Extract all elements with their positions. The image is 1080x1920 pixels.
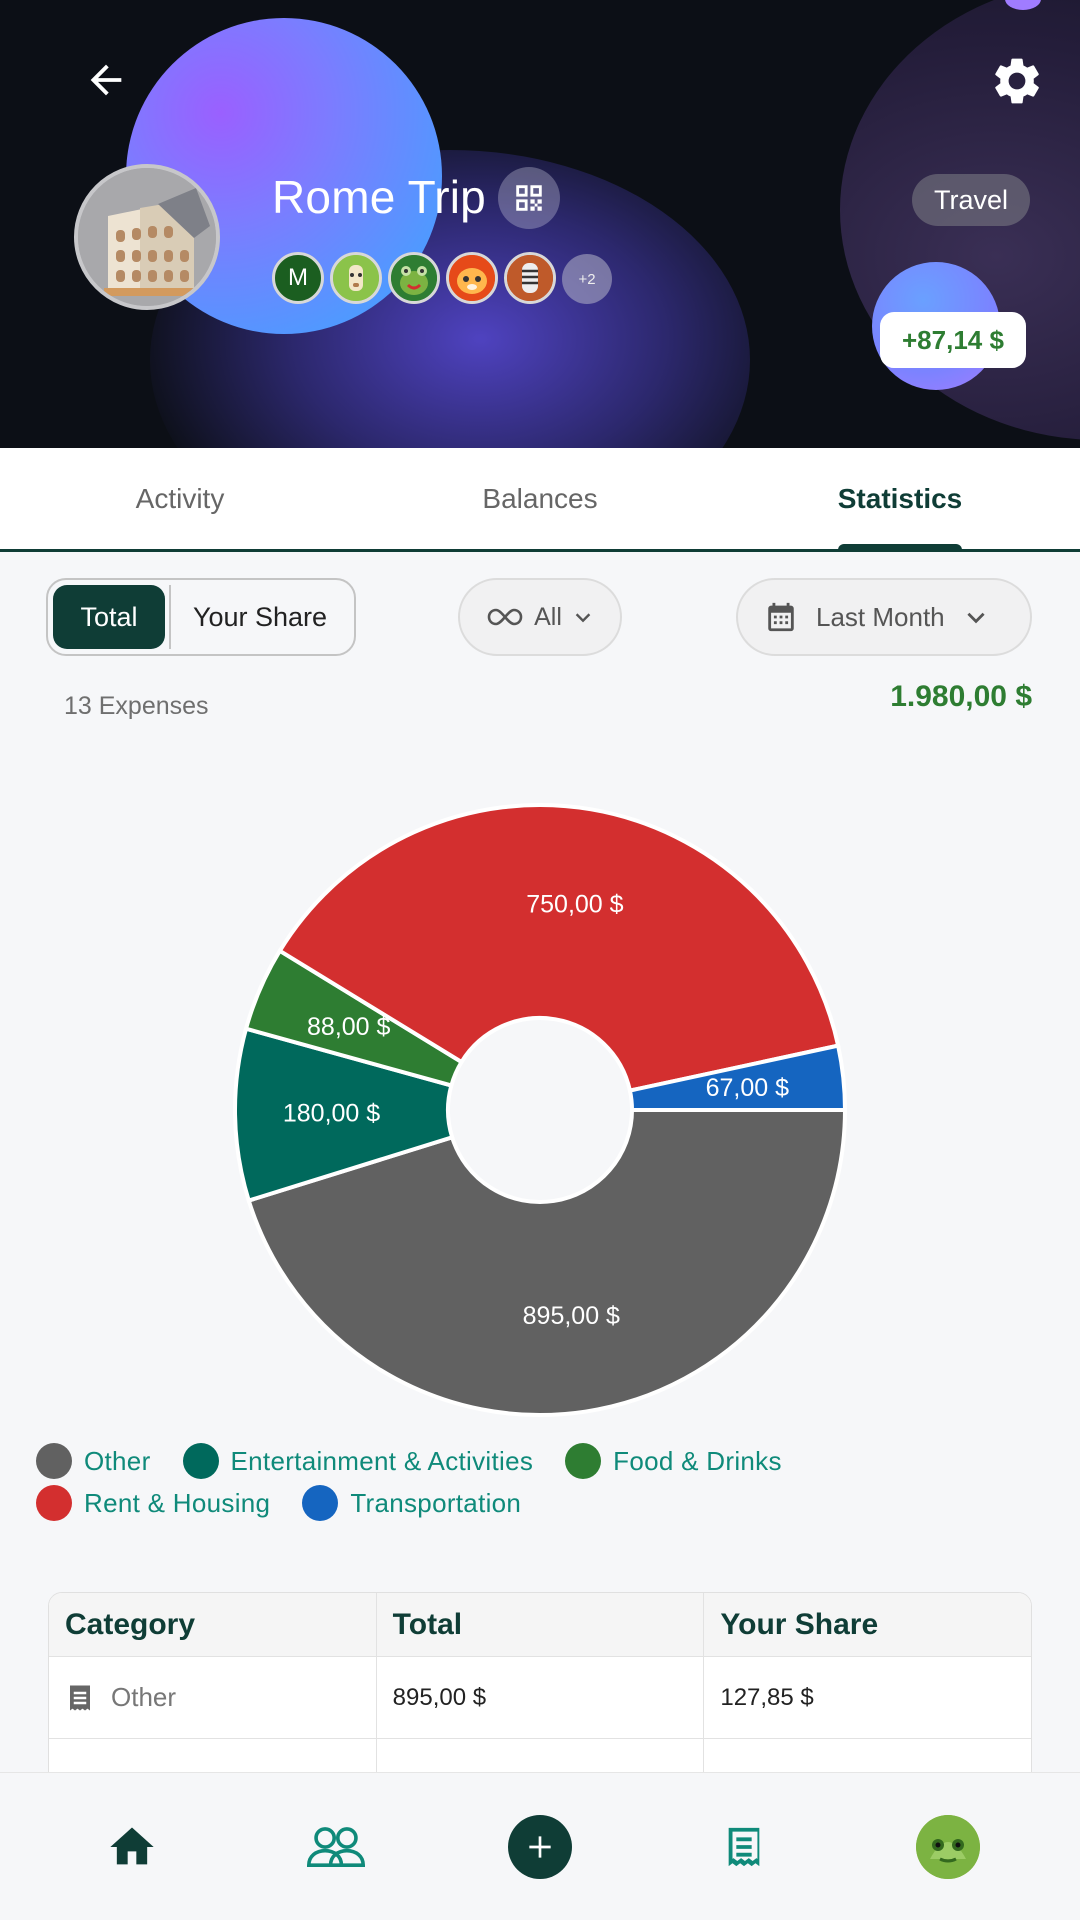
legend-item-entertainment-activities[interactable]: Entertainment & Activities <box>182 1443 534 1479</box>
total-share-toggle: Total Your Share <box>46 578 356 656</box>
legend-label: Rent & Housing <box>84 1487 271 1518</box>
more-members-count: +2 <box>578 270 596 288</box>
nav-home[interactable] <box>92 1807 172 1887</box>
frog-avatar-icon <box>391 255 437 301</box>
add-button[interactable] <box>508 1814 572 1879</box>
receipt-icon <box>728 1827 760 1866</box>
home-icon <box>110 1827 154 1864</box>
tab-balances[interactable]: Balances <box>482 482 598 514</box>
table-row[interactable]: Other 895,00 $ 127,85 $ <box>49 1657 1031 1739</box>
more-members-badge: +2 <box>562 254 612 304</box>
category-label: Other <box>111 1682 177 1712</box>
member-avatars[interactable]: M +2 <box>272 252 618 306</box>
qr-code-button[interactable] <box>498 167 560 229</box>
nav-add-expense[interactable] <box>500 1807 580 1887</box>
slice-label-other: 895,00 $ <box>523 1302 620 1330</box>
column-header-total[interactable]: Total <box>377 1593 705 1656</box>
qr-code-icon <box>516 185 542 211</box>
legend-item-food-drinks[interactable]: Food & Drinks <box>565 1443 782 1479</box>
slice-label-entertainment: 180,00 $ <box>283 1099 380 1127</box>
member-initial: M <box>288 264 308 291</box>
bottom-navigation <box>0 1772 1080 1920</box>
fox-avatar-icon <box>449 255 495 301</box>
legend-item-transportation[interactable]: Transportation <box>302 1485 521 1521</box>
plus-icon <box>529 1835 551 1858</box>
table-cell <box>49 1739 377 1773</box>
total-amount: 1.980,00 $ <box>890 680 1032 713</box>
infinity-icon <box>487 608 523 626</box>
legend-label: Food & Drinks <box>613 1445 782 1476</box>
slice-label-food-drinks: 88,00 $ <box>307 1013 391 1041</box>
category-table: Category Total Your Share Other 895,00 $… <box>48 1592 1032 1774</box>
member-avatar <box>388 252 440 304</box>
category-cell: Other <box>49 1657 377 1738</box>
segment-total[interactable]: Total <box>53 585 165 649</box>
group-avatar[interactable] <box>74 164 220 310</box>
arrow-back-icon <box>90 64 122 96</box>
segment-your-share[interactable]: Your Share <box>169 585 349 649</box>
legend-label: Other <box>84 1445 151 1476</box>
back-button[interactable] <box>78 52 134 108</box>
member-avatar <box>330 252 382 304</box>
tab-activity[interactable]: Activity <box>135 482 225 514</box>
tab-bar: Activity Balances Statistics <box>0 448 1080 552</box>
column-header-category[interactable]: Category <box>49 1593 377 1656</box>
chameleon-avatar-icon <box>916 1814 980 1879</box>
legend-swatch <box>565 1443 602 1479</box>
category-filter-dropdown[interactable]: All <box>458 578 622 656</box>
legend-item-other[interactable]: Other <box>36 1443 151 1479</box>
gear-icon <box>995 58 1039 104</box>
groups-icon <box>307 1826 365 1867</box>
chart-legend: Other Entertainment & Activities Food & Dr… <box>36 1440 1046 1524</box>
colosseum-icon <box>78 168 216 306</box>
slice-label-transportation: 67,00 $ <box>706 1074 790 1102</box>
group-title: Rome Trip <box>272 171 486 223</box>
legend-row: Rent & Housing Transportation <box>36 1482 1046 1524</box>
settings-button[interactable] <box>988 52 1046 110</box>
slice-transportation[interactable] <box>627 1043 848 1112</box>
share-cell: 127,85 $ <box>720 1683 814 1711</box>
legend-swatch <box>36 1485 72 1521</box>
category-filter-label: All <box>534 602 562 631</box>
calendar-icon <box>768 602 794 632</box>
legend-swatch <box>182 1443 219 1479</box>
nav-groups[interactable] <box>296 1807 376 1887</box>
member-avatar: M <box>272 252 324 304</box>
legend-label: Transportation <box>350 1487 522 1518</box>
chevron-down-icon <box>575 613 591 623</box>
nav-expenses[interactable] <box>704 1807 784 1887</box>
slice-label-rent-housing: 750,00 $ <box>526 890 623 918</box>
legend-row: Other Entertainment & Activities Food & Dr… <box>36 1440 1046 1482</box>
table-cell <box>704 1739 1031 1773</box>
llama-avatar-icon <box>333 255 379 301</box>
slice-rent-housing[interactable] <box>277 803 841 1093</box>
table-row <box>49 1739 1031 1773</box>
column-header-your-share[interactable]: Your Share <box>720 1607 879 1641</box>
category-donut-chart: 895,00 $ 180,00 $ 88,00 $ 750,00 $ 67,00 $ <box>233 803 848 1417</box>
expense-count: 13 Expenses <box>64 692 209 720</box>
nav-profile[interactable] <box>908 1807 988 1887</box>
slice-other[interactable] <box>246 1108 848 1417</box>
zebra-avatar-icon <box>507 255 553 301</box>
table-cell <box>377 1739 705 1773</box>
legend-label: Entertainment & Activities <box>230 1445 534 1476</box>
balance-chip[interactable]: +87,14 $ <box>880 312 1026 368</box>
group-header: Rome Trip M +2 Travel +87,14 $ <box>0 0 1080 448</box>
profile-avatar <box>916 1814 980 1879</box>
date-range-dropdown[interactable]: Last Month <box>736 578 1032 656</box>
member-avatar <box>504 252 556 304</box>
chevron-down-icon <box>967 612 985 624</box>
legend-item-rent-housing[interactable]: Rent & Housing <box>36 1485 270 1521</box>
legend-swatch <box>302 1485 339 1521</box>
total-cell: 895,00 $ <box>377 1657 705 1738</box>
date-range-label: Last Month <box>816 601 945 632</box>
member-avatar <box>446 252 498 304</box>
header-background-dot <box>1005 0 1041 10</box>
table-header-row: Category Total Your Share <box>49 1593 1031 1657</box>
tab-statistics[interactable]: Statistics <box>720 448 1080 549</box>
group-type-chip[interactable]: Travel <box>912 174 1031 226</box>
legend-swatch <box>36 1443 72 1479</box>
receipt-icon <box>70 1685 90 1710</box>
